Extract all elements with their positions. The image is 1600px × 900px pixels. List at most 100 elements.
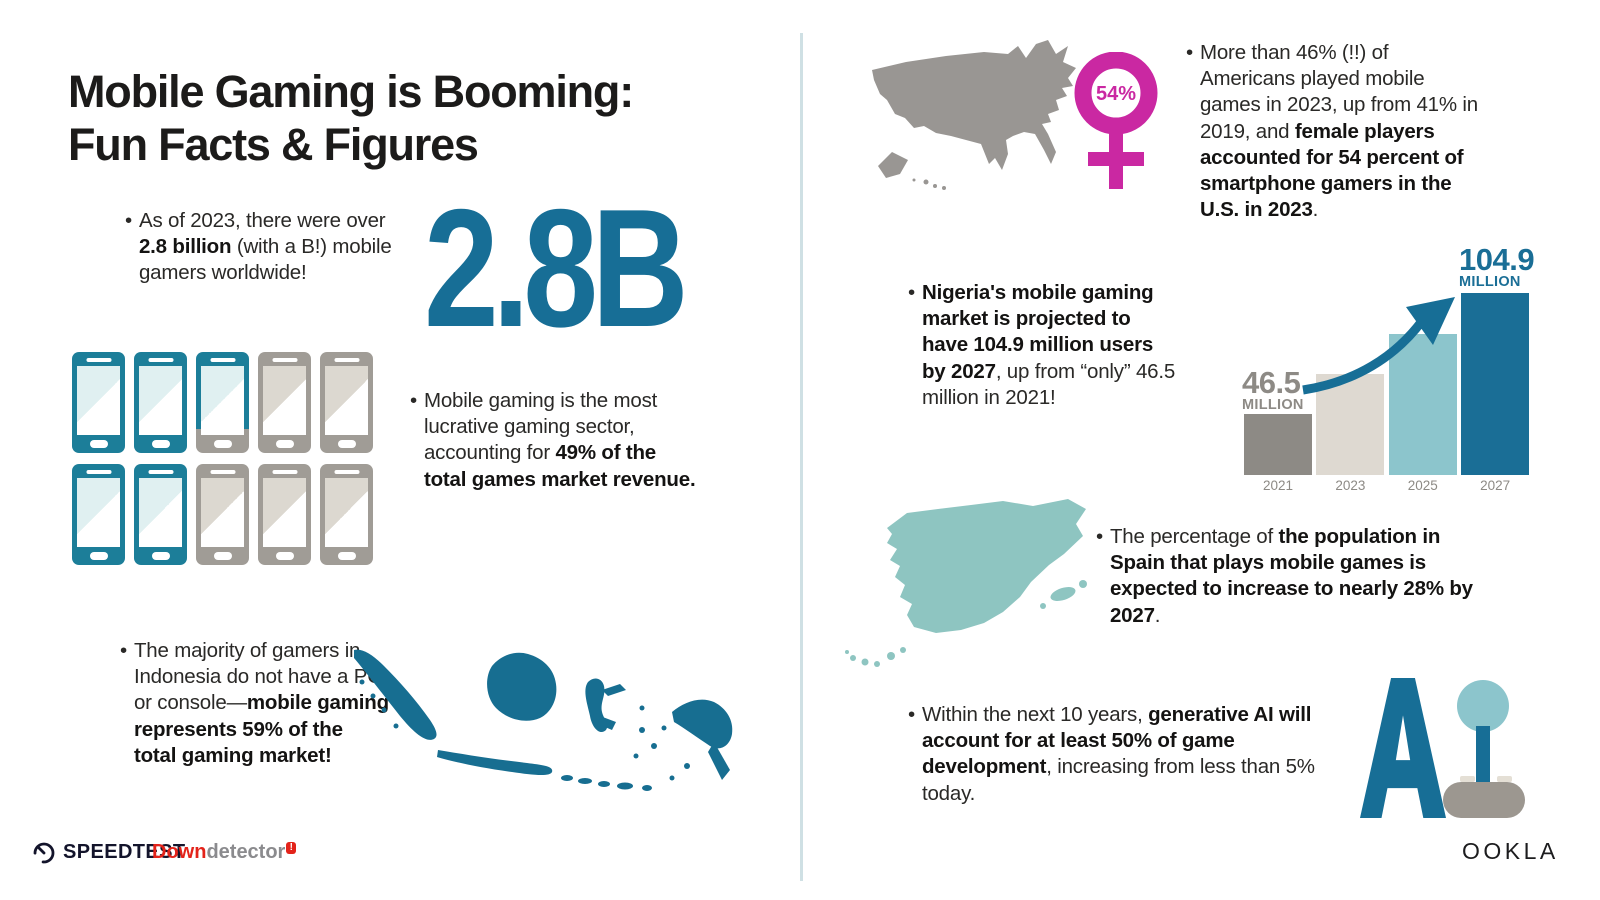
chart-label-2021-value: 46.5: [1242, 364, 1301, 400]
phone-speaker: [210, 358, 235, 362]
growth-arrow-icon: [1302, 297, 1455, 395]
phone-speaker: [272, 470, 297, 474]
chart-label-2027: 104.9 MILLION: [1459, 241, 1535, 291]
bullet-gamers-text: As of 2023, there were over 2.8 billion …: [138, 209, 392, 285]
phone-screen: [325, 366, 368, 435]
phone-screen: [263, 478, 306, 547]
phone-speaker: [148, 470, 173, 474]
phone-icon-3-partial: [196, 352, 249, 453]
joystick-button-left: [1460, 776, 1475, 782]
female-symbol-icon: 54%: [1074, 52, 1158, 189]
phone-icon-5-gray: [320, 352, 373, 453]
phone-speaker: [210, 470, 235, 474]
phone-icon-8-gray: [196, 464, 249, 565]
phone-home: [151, 552, 170, 560]
bar-2023: [1316, 374, 1385, 475]
speedtest-gauge-icon: [33, 842, 55, 864]
phone-icon-6-teal: [72, 464, 125, 565]
x-tick-2025: 2025: [1407, 478, 1438, 493]
bullet-dot: •: [120, 639, 127, 662]
phone-icon-4-gray: [258, 352, 311, 453]
bar-2025: [1388, 334, 1457, 475]
ai-joystick-graphic: [1355, 655, 1555, 820]
phone-icon-7-teal: [134, 464, 187, 565]
bullet-dot: •: [410, 389, 417, 412]
phone-home: [151, 440, 170, 448]
bullet-us-text: More than 46% (!!) of Americans played m…: [1199, 41, 1478, 222]
bullet-ai-text: Within the next 10 years, generative AI …: [921, 703, 1315, 805]
speedtest-logo: SPEEDTEST: [32, 840, 186, 864]
joystick-stick: [1476, 726, 1490, 786]
phone-home: [213, 552, 232, 560]
phone-icon-1-teal: [72, 352, 125, 453]
bullet-spain-text: The percentage of the population in Spai…: [1109, 525, 1473, 627]
bullet-indonesia-text: The majority of gamers in Indonesia do n…: [133, 639, 389, 767]
joystick-ball: [1457, 680, 1509, 732]
bullet-us-players: • More than 46% (!!) of Americans played…: [1186, 40, 1480, 224]
phone-screen: [263, 366, 306, 435]
bullet-dot: •: [1186, 41, 1193, 64]
downdetector-logo: Downdetector!: [152, 841, 297, 864]
bullet-dot: •: [908, 281, 915, 304]
bar-2027: [1461, 293, 1530, 475]
chart-label-2021-unit: MILLION: [1242, 397, 1304, 414]
spain-map: [845, 499, 1087, 667]
chart-label-2021: 46.5 MILLION: [1242, 364, 1304, 414]
phone-screen: [201, 366, 244, 435]
bullet-nigeria: • Nigeria's mobile gaming market is proj…: [908, 280, 1182, 411]
page-title: Mobile Gaming is Booming: Fun Facts & Fi…: [68, 66, 634, 170]
bullet-generative-ai: • Within the next 10 years, generative A…: [908, 702, 1322, 807]
bullet-gamers-worldwide: • As of 2023, there were over 2.8 billio…: [125, 208, 399, 287]
phone-icon-10-gray: [320, 464, 373, 565]
downdetector-badge-icon: !: [286, 842, 297, 855]
phone-home: [337, 440, 356, 448]
phone-speaker: [334, 358, 359, 362]
phone-speaker: [272, 358, 297, 362]
center-divider: [800, 33, 803, 881]
phone-screen: [77, 366, 120, 435]
phone-speaker: [86, 358, 111, 362]
joystick-button-right: [1497, 776, 1512, 782]
speedtest-wordmark: SPEEDTEST: [63, 840, 186, 863]
phone-speaker: [148, 358, 173, 362]
phone-icon-9-gray: [258, 464, 311, 565]
phone-home: [337, 552, 356, 560]
phone-home: [89, 552, 108, 560]
bullet-dot: •: [1096, 525, 1103, 548]
us-map: [872, 40, 1076, 190]
joystick-base: [1443, 782, 1525, 818]
bullet-revenue-text: Mobile gaming is the most lucrative gami…: [423, 389, 696, 491]
nigeria-users-bar-chart: 2021 2023 2025 2027 46.5 MILLION 104.9 MILL…: [1215, 241, 1535, 493]
bullet-nigeria-text: Nigeria's mobile gaming market is projec…: [921, 281, 1176, 409]
chart-label-2027-unit: MILLION: [1459, 274, 1521, 291]
phone-icon-2-teal: [134, 352, 187, 453]
chart-label-2027-value: 104.9: [1459, 241, 1535, 277]
phone-screen: [77, 478, 120, 547]
ai-letter-a: [1360, 678, 1446, 818]
downdetector-down: Down: [152, 841, 207, 863]
phone-home: [275, 552, 294, 560]
bullet-revenue: • Mobile gaming is the most lucrative ga…: [410, 388, 702, 493]
bullet-dot: •: [908, 703, 915, 726]
phones-pictograph: [72, 352, 384, 565]
ookla-logo: OOKLA: [1462, 838, 1559, 864]
phone-home: [275, 440, 294, 448]
bar-2021: [1244, 414, 1312, 475]
x-tick-2023: 2023: [1335, 478, 1366, 493]
x-tick-2021: 2021: [1262, 478, 1294, 493]
phone-screen: [201, 478, 244, 547]
indonesia-map: [354, 649, 733, 791]
phone-speaker: [86, 470, 111, 474]
downdetector-detector: detector: [206, 841, 286, 863]
bullet-spain: • The percentage of the population in Sp…: [1096, 524, 1496, 629]
phone-home: [89, 440, 108, 448]
female-share-label: 54%: [1096, 83, 1136, 105]
phone-screen: [139, 478, 182, 547]
big-stat-2-8b: 2.8B: [424, 174, 689, 362]
phone-screen: [139, 366, 182, 435]
bullet-indonesia: • The majority of gamers in Indonesia do…: [120, 638, 390, 769]
x-tick-2027: 2027: [1480, 478, 1511, 493]
bullet-dot: •: [125, 209, 132, 232]
phone-home: [213, 440, 232, 448]
